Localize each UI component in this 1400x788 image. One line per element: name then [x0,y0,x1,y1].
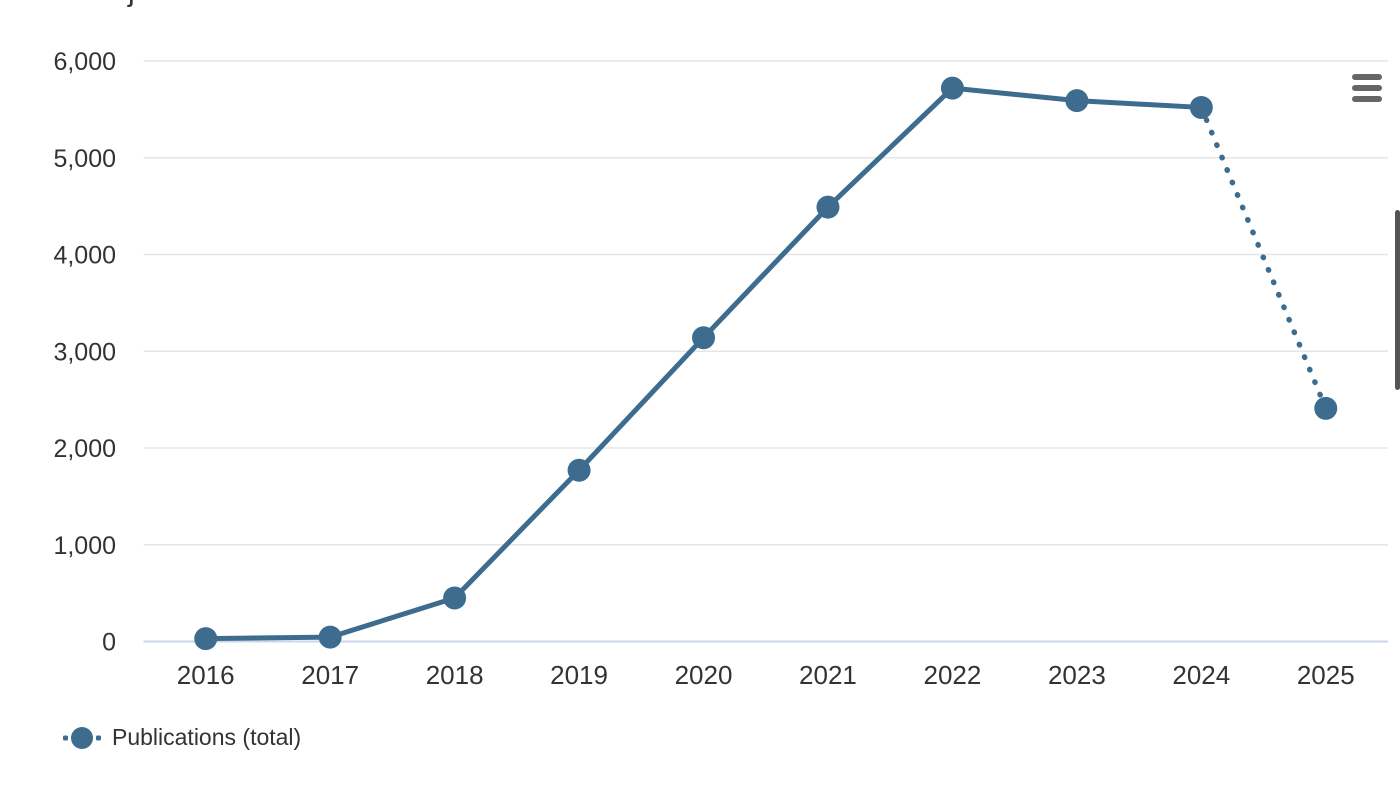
series-line-solid [203,85,1204,642]
legend-label: Publications (total) [112,724,302,750]
legend-marker-icon [63,726,101,749]
x-tick-label: 2020 [675,660,733,690]
x-tick-label: 2025 [1297,660,1355,690]
x-tick-label: 2018 [426,660,484,690]
x-tick-label: 2023 [1048,660,1106,690]
y-tick-label: 5,000 [53,145,116,173]
y-tick-label: 1,000 [53,532,116,560]
hamburger-icon [1352,73,1382,102]
data-point-2023[interactable] [1065,89,1089,113]
scrollbar-thumb[interactable] [1395,210,1400,390]
data-point-2017[interactable] [318,625,342,649]
x-tick-label: 2022 [924,660,982,690]
x-tick-label: 2021 [799,660,857,690]
data-point-2024[interactable] [1189,95,1213,119]
chart-menu-button[interactable] [1344,62,1390,108]
y-tick-label: 6,000 [53,48,116,76]
data-point-2016[interactable] [194,627,218,651]
y-tick-label: 4,000 [53,242,116,270]
data-point-2020[interactable] [692,326,716,350]
x-tick-label: 2024 [1172,660,1230,690]
data-point-2019[interactable] [567,458,591,482]
y-tick-label: 0 [102,629,116,657]
y-tick-label: 2,000 [53,435,116,463]
data-point-2022[interactable] [940,76,964,100]
data-point-2021[interactable] [816,195,840,219]
x-tick-label: 2019 [550,660,608,690]
x-tick-label: 2017 [301,660,359,690]
legend-item-publications[interactable]: Publications (total) [62,724,301,751]
data-point-2025[interactable] [1314,396,1338,420]
y-tick-label: 3,000 [53,338,116,366]
data-point-2018[interactable] [443,586,467,610]
x-tick-label: 2016 [177,660,235,690]
series-line-dotted [1198,104,1329,412]
legend: Publications (total) [62,724,301,751]
